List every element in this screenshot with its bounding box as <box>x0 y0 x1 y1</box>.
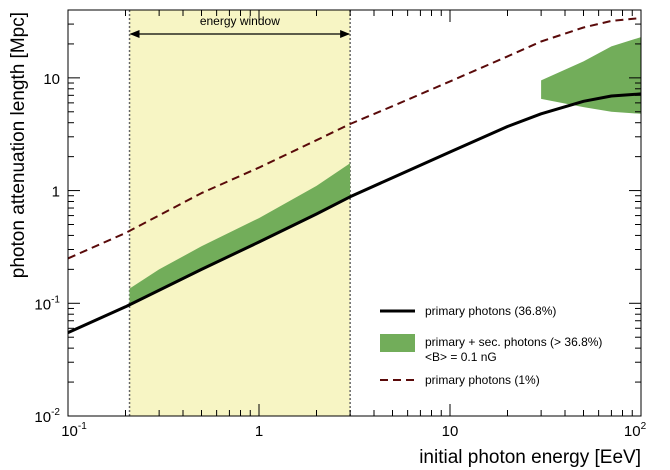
x-tick-label: 1 <box>255 423 263 440</box>
y-tick-label: 1 <box>52 184 60 201</box>
energy-window-label: energy window <box>200 14 280 28</box>
legend: primary photons (36.8%) primary + sec. ph… <box>380 304 602 387</box>
ticks-layer <box>67 9 642 417</box>
series-line-0 <box>67 92 642 334</box>
x-tick-label: 10-1 <box>61 421 87 440</box>
y-axis-title: photon attenuation length [Mpc] <box>8 12 29 278</box>
legend-label-primary: primary photons (36.8%) <box>425 304 556 318</box>
series-layer <box>67 17 642 334</box>
x-tick-label: 10 <box>442 423 459 440</box>
plot-frame <box>67 9 642 417</box>
y-tick-label: 10-1 <box>34 294 60 313</box>
series-line-1 <box>67 17 642 260</box>
band-0-segment-0 <box>129 163 351 305</box>
legend-label-band: primary + sec. photons (> 36.8%) <box>425 335 602 349</box>
y-tick-label: 10-2 <box>34 407 60 426</box>
legend-label-primary-1pct: primary photons (1%) <box>425 373 540 387</box>
x-axis-title: initial photon energy [EeV] <box>419 447 641 468</box>
band-0-segment-1 <box>541 37 641 114</box>
x-tick-label: 102 <box>624 421 647 440</box>
y-tick-label: 10 <box>43 71 60 88</box>
legend-label-band-field: <B> = 0.1 nG <box>425 350 497 364</box>
legend-swatch-band <box>380 334 415 352</box>
